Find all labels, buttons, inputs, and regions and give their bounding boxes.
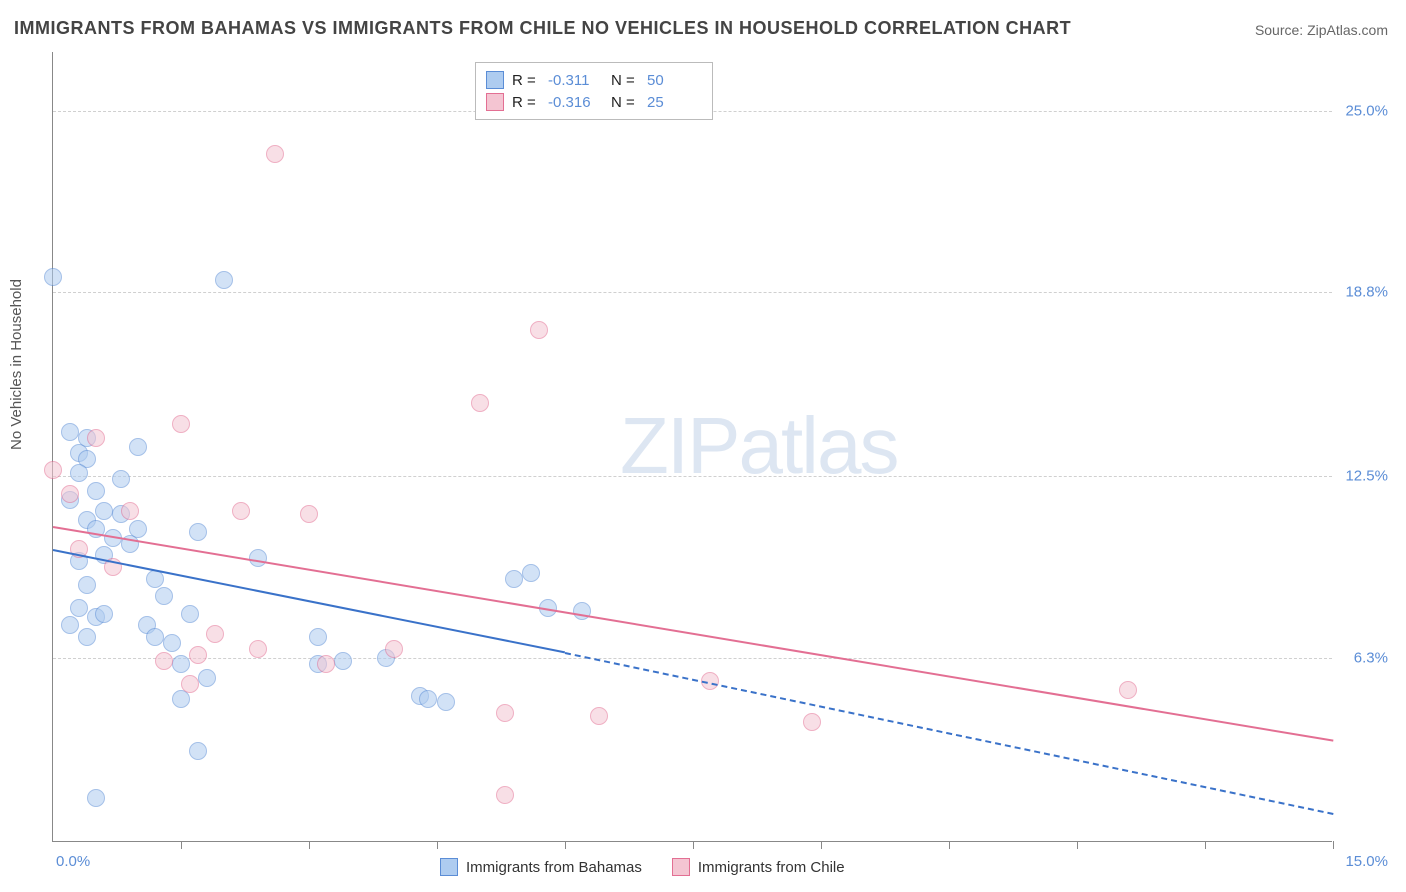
x-tick (437, 841, 438, 849)
x-tick-max: 15.0% (1345, 853, 1388, 870)
data-point (530, 321, 548, 339)
data-point (121, 502, 139, 520)
data-point (70, 464, 88, 482)
data-point (181, 605, 199, 623)
data-point (437, 693, 455, 711)
r-label: R = (512, 72, 540, 89)
x-tick (1205, 841, 1206, 849)
data-point (87, 789, 105, 807)
y-tick-label: 18.8% (1345, 283, 1388, 300)
data-point (496, 786, 514, 804)
legend-label: Immigrants from Chile (698, 859, 845, 876)
chart-title: IMMIGRANTS FROM BAHAMAS VS IMMIGRANTS FR… (14, 18, 1071, 39)
plot-area (52, 52, 1332, 842)
y-tick-label: 6.3% (1354, 649, 1388, 666)
data-point (522, 564, 540, 582)
n-label: N = (611, 94, 639, 111)
data-point (87, 482, 105, 500)
data-point (249, 640, 267, 658)
legend-item: Immigrants from Chile (672, 858, 845, 876)
data-point (129, 520, 147, 538)
data-point (189, 646, 207, 664)
data-point (309, 628, 327, 646)
data-point (803, 713, 821, 731)
data-point (590, 707, 608, 725)
legend-swatch (672, 858, 690, 876)
data-point (215, 271, 233, 289)
legend-item: Immigrants from Bahamas (440, 858, 642, 876)
data-point (206, 625, 224, 643)
data-point (198, 669, 216, 687)
x-tick (1077, 841, 1078, 849)
x-tick (821, 841, 822, 849)
y-axis-label: No Vehicles in Household (8, 279, 25, 450)
x-tick (565, 841, 566, 849)
source-label: Source: ZipAtlas.com (1255, 22, 1388, 38)
legend-bottom: Immigrants from Bahamas Immigrants from C… (440, 858, 845, 876)
data-point (155, 652, 173, 670)
x-tick-min: 0.0% (56, 853, 90, 870)
n-value: 50 (647, 72, 702, 89)
stats-legend-box: R = -0.311 N = 50 R = -0.316 N = 25 (475, 62, 713, 120)
data-point (146, 628, 164, 646)
legend-label: Immigrants from Bahamas (466, 859, 642, 876)
data-point (189, 742, 207, 760)
data-point (87, 429, 105, 447)
data-point (70, 599, 88, 617)
trend-line (53, 526, 1333, 742)
data-point (385, 640, 403, 658)
data-point (1119, 681, 1137, 699)
data-point (61, 485, 79, 503)
data-point (181, 675, 199, 693)
data-point (334, 652, 352, 670)
stats-row: R = -0.311 N = 50 (486, 69, 702, 91)
gridline (53, 292, 1332, 293)
series-swatch (486, 71, 504, 89)
data-point (155, 587, 173, 605)
x-tick (181, 841, 182, 849)
r-value: -0.316 (548, 94, 603, 111)
x-tick (1333, 841, 1334, 849)
data-point (300, 505, 318, 523)
r-label: R = (512, 94, 540, 111)
x-tick (949, 841, 950, 849)
data-point (317, 655, 335, 673)
data-point (189, 523, 207, 541)
data-point (496, 704, 514, 722)
data-point (266, 145, 284, 163)
data-point (61, 423, 79, 441)
data-point (61, 616, 79, 634)
n-value: 25 (647, 94, 702, 111)
data-point (95, 502, 113, 520)
data-point (505, 570, 523, 588)
gridline (53, 658, 1332, 659)
x-tick (693, 841, 694, 849)
y-tick-label: 25.0% (1345, 102, 1388, 119)
data-point (44, 268, 62, 286)
data-point (471, 394, 489, 412)
x-tick (309, 841, 310, 849)
series-swatch (486, 93, 504, 111)
data-point (78, 576, 96, 594)
stats-row: R = -0.316 N = 25 (486, 91, 702, 113)
data-point (95, 605, 113, 623)
gridline (53, 476, 1332, 477)
data-point (112, 470, 130, 488)
data-point (172, 655, 190, 673)
data-point (163, 634, 181, 652)
r-value: -0.311 (548, 72, 603, 89)
data-point (129, 438, 147, 456)
data-point (78, 628, 96, 646)
y-tick-label: 12.5% (1345, 468, 1388, 485)
legend-swatch (440, 858, 458, 876)
data-point (172, 415, 190, 433)
n-label: N = (611, 72, 639, 89)
data-point (232, 502, 250, 520)
data-point (419, 690, 437, 708)
data-point (44, 461, 62, 479)
